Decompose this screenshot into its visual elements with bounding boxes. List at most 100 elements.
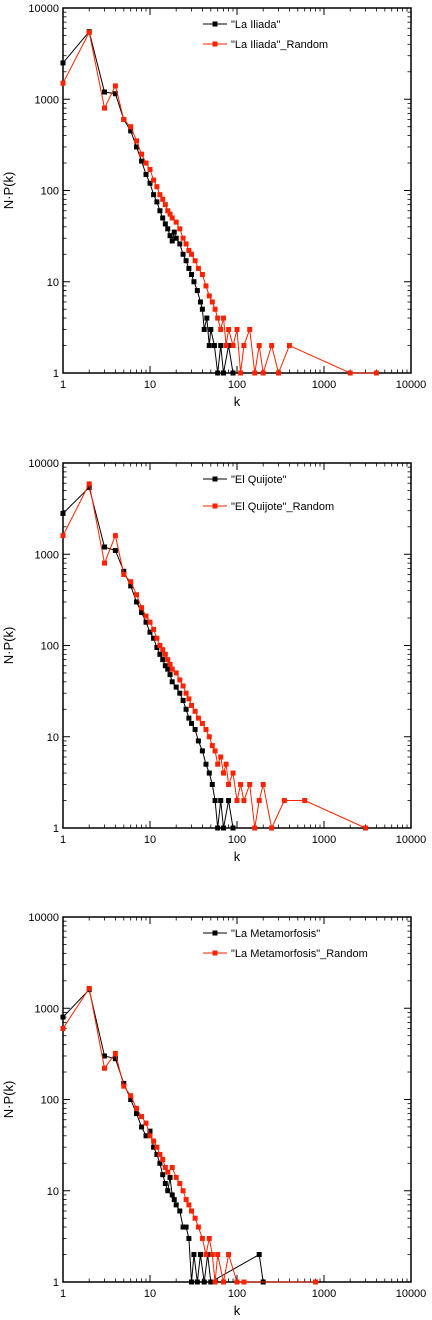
data-point	[180, 1224, 186, 1230]
data-point	[203, 761, 209, 767]
data-point	[167, 233, 173, 239]
data-point	[218, 754, 224, 760]
data-point	[162, 1164, 168, 1170]
data-point	[102, 105, 108, 111]
data-point	[139, 158, 145, 164]
legend-marker	[212, 930, 218, 936]
data-point	[183, 1224, 189, 1230]
data-point	[147, 1133, 153, 1139]
data-point	[102, 544, 108, 550]
legend-marker	[212, 476, 218, 482]
data-point	[252, 825, 258, 831]
data-point	[269, 343, 275, 349]
x-tick-label: 1	[60, 834, 66, 846]
data-point	[189, 272, 195, 278]
chart-panel-2: 1 10 100 1000 10000 1 10 100 1000 10000 k N·P(k) "El…	[1, 458, 426, 864]
x-tick-label: 100	[228, 834, 246, 846]
data-point	[221, 770, 227, 776]
data-point	[209, 299, 215, 305]
data-point	[60, 510, 66, 516]
data-point	[160, 1172, 166, 1178]
data-point	[102, 560, 108, 566]
data-point	[206, 293, 212, 299]
y-tick-label: 10	[47, 732, 59, 744]
data-point	[121, 116, 127, 122]
x-tick-label: 10000	[396, 379, 427, 391]
data-point	[134, 144, 140, 150]
legend-entry: "El Quijote"	[231, 474, 287, 486]
data-point	[186, 696, 192, 702]
legend-entry: "La Iliada"	[231, 19, 280, 31]
data-point	[221, 315, 227, 321]
x-tick-label: 1000	[312, 1288, 336, 1300]
data-point	[206, 1235, 212, 1241]
x-tick-label: 100	[228, 379, 246, 391]
data-point	[151, 192, 157, 198]
data-point	[169, 238, 175, 244]
data-point	[112, 547, 118, 553]
data-point	[206, 770, 212, 776]
data-point	[157, 651, 163, 657]
x-tick-label: 10000	[396, 1288, 427, 1300]
data-point	[157, 208, 163, 214]
y-tick-label: 1000	[35, 549, 59, 561]
data-point	[134, 599, 140, 605]
data-point	[189, 251, 195, 257]
data-point	[171, 229, 177, 235]
data-point	[223, 761, 229, 767]
data-point	[147, 629, 153, 635]
data-point	[195, 715, 201, 721]
data-point	[112, 1050, 118, 1056]
data-point	[167, 1174, 173, 1180]
data-point	[209, 1252, 215, 1258]
data-point	[112, 533, 118, 539]
y-tick-label: 100	[41, 1095, 59, 1107]
data-point	[347, 370, 353, 376]
data-point	[173, 1174, 179, 1180]
data-point	[143, 160, 149, 166]
data-point	[121, 1080, 127, 1086]
data-point	[86, 481, 92, 487]
y-tick-label: 1	[53, 823, 59, 835]
data-point	[102, 89, 108, 95]
data-point	[189, 720, 195, 726]
data-point	[238, 370, 244, 376]
data-point	[192, 258, 198, 264]
data-point	[169, 666, 175, 672]
data-point	[160, 215, 166, 221]
data-point	[206, 343, 212, 349]
data-point	[147, 180, 153, 186]
data-point	[218, 798, 224, 804]
data-point	[112, 83, 118, 89]
data-point	[162, 663, 168, 669]
data-point	[226, 798, 232, 804]
data-point	[165, 657, 171, 663]
x-axis-label: k	[234, 1303, 241, 1318]
series-1	[60, 29, 236, 376]
data-point	[147, 166, 153, 172]
data-point	[192, 727, 198, 733]
data-point	[230, 770, 236, 776]
data-point	[230, 343, 236, 349]
data-point	[169, 1164, 175, 1170]
y-tick-label: 10000	[28, 3, 59, 15]
data-point	[134, 1105, 140, 1111]
data-point	[134, 138, 140, 144]
data-point	[167, 211, 173, 217]
data-point	[160, 647, 166, 653]
legend-marker	[212, 21, 218, 27]
data-point	[226, 1252, 232, 1258]
data-point	[143, 619, 149, 625]
data-point	[160, 1157, 166, 1162]
series-line	[62, 30, 377, 375]
data-point	[60, 1025, 66, 1031]
data-point	[212, 748, 218, 754]
x-tick-label: 100	[228, 1288, 246, 1300]
data-point	[238, 781, 244, 787]
data-point	[165, 1169, 171, 1175]
data-point	[201, 326, 207, 332]
data-point	[173, 219, 179, 225]
data-point	[154, 199, 160, 205]
data-point	[186, 265, 192, 271]
data-point	[183, 1197, 189, 1203]
